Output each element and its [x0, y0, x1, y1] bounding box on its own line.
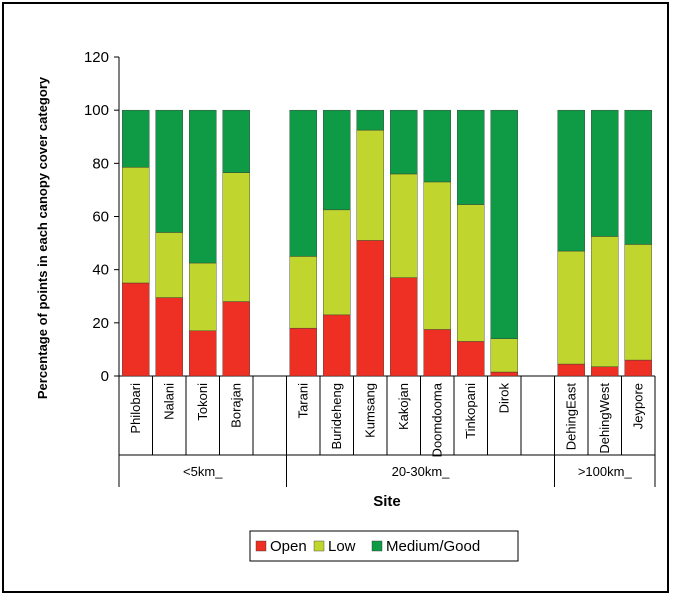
- category-label: Kumsang: [362, 383, 377, 438]
- category-label: Borajan: [228, 383, 243, 428]
- legend-swatch: [255, 540, 267, 552]
- category-label: Tarani: [295, 383, 310, 419]
- y-tick-label: 20: [92, 315, 109, 332]
- bar-segment-medium-good: [390, 109, 418, 175]
- bar-segment-open: [557, 363, 585, 377]
- bar-segment-medium-good: [289, 109, 317, 257]
- category-label: Burideheng: [329, 383, 344, 450]
- group-label: 20-30km_: [392, 464, 451, 479]
- bar-segment-medium-good: [591, 109, 619, 237]
- category-label: Nalani: [161, 383, 176, 420]
- bar-segment-low: [591, 236, 619, 367]
- y-tick-label: 100: [84, 102, 109, 119]
- bar-segment-open: [222, 301, 250, 377]
- bar-segment-open: [591, 366, 619, 377]
- legend-swatch: [371, 540, 383, 552]
- bar-segment-open: [189, 330, 217, 377]
- bar-segment-medium-good: [457, 109, 485, 205]
- bar-segment-open: [624, 359, 652, 377]
- legend-box: [249, 530, 519, 562]
- category-label: Doomdooma: [429, 382, 444, 457]
- bar-segment-medium-good: [423, 109, 451, 183]
- category-label: Tokoni: [195, 383, 210, 421]
- bar-segment-low: [557, 250, 585, 365]
- legend: Open Low Medium/Good: [249, 530, 519, 562]
- bar-segment-medium-good: [122, 109, 150, 168]
- bar-segment-low: [490, 338, 518, 373]
- labels: 0 20 40 60 80 100 120 Philobari Nalani Tokoni Bora…: [84, 49, 645, 479]
- bar-segment-low: [323, 209, 351, 316]
- bar-segment-low: [222, 172, 250, 302]
- bar-segment-medium-good: [222, 109, 250, 173]
- bar-segment-medium-good: [557, 109, 585, 252]
- bar-segment-open: [323, 314, 351, 377]
- bar-segment-open: [457, 341, 485, 377]
- category-label: Kakojan: [396, 383, 411, 430]
- bar-segment-low: [624, 244, 652, 361]
- bar-segment-low: [189, 262, 217, 332]
- bar-segment-open: [390, 277, 418, 377]
- category-label: Jeypore: [630, 383, 645, 429]
- y-tick-label: 60: [92, 209, 109, 226]
- legend-label: Low: [328, 538, 356, 555]
- bars: [122, 109, 652, 377]
- y-axis-label: Percentage of points in each canopy cove…: [35, 76, 50, 399]
- bar-segment-medium-good: [356, 109, 384, 131]
- bar-segment-medium-good: [323, 109, 351, 211]
- legend-label: Medium/Good: [386, 538, 480, 555]
- category-label: Philobari: [128, 383, 143, 434]
- group-label: >100km_: [578, 464, 633, 479]
- bar-segment-open: [122, 282, 150, 377]
- category-label: DehingEast: [563, 383, 578, 451]
- bar-segment-low: [289, 256, 317, 329]
- x-axis-label: Site: [373, 493, 401, 510]
- category-label: DehingWest: [597, 383, 612, 454]
- bar-segment-medium-good: [155, 109, 183, 233]
- bar-segment-low: [155, 232, 183, 298]
- bar-segment-low: [390, 173, 418, 278]
- group-label: <5km_: [183, 464, 223, 479]
- bar-segment-open: [423, 329, 451, 377]
- bar-segment-medium-good: [189, 109, 217, 264]
- legend-swatch: [313, 540, 325, 552]
- y-tick-label: 40: [92, 262, 109, 279]
- category-label: Dirok: [496, 383, 511, 414]
- bar-segment-medium-good: [490, 109, 518, 339]
- y-tick-label: 0: [101, 368, 109, 385]
- bar-segment-low: [457, 204, 485, 342]
- legend-label: Open: [270, 538, 307, 555]
- bar-segment-open: [289, 327, 317, 377]
- bar-segment-low: [356, 129, 384, 241]
- y-tick-label: 80: [92, 155, 109, 172]
- bar-segment-open: [490, 371, 518, 377]
- bar-segment-low: [423, 181, 451, 330]
- bar-segment-low: [122, 167, 150, 284]
- bar-segment-open: [356, 240, 384, 377]
- y-tick-label: 120: [84, 49, 109, 66]
- category-label: Tinkopani: [463, 383, 478, 439]
- bar-segment-medium-good: [624, 109, 652, 245]
- bar-segment-open: [155, 297, 183, 377]
